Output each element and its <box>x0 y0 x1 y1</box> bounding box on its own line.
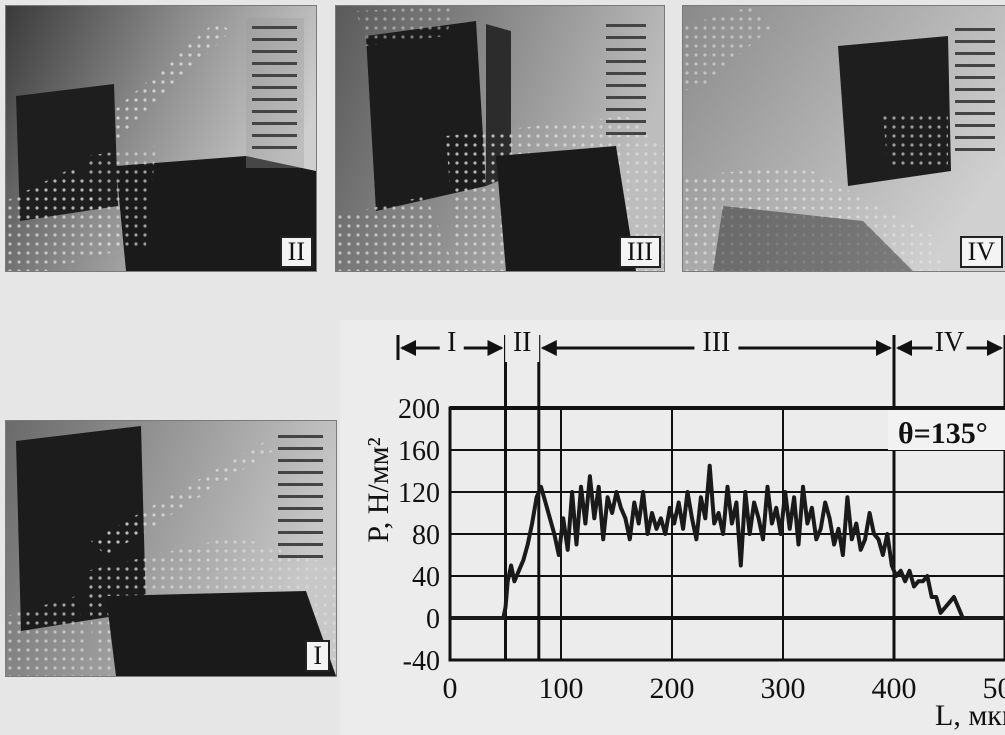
annotation-group: θ=135° <box>888 410 1005 450</box>
x-tick-label-1: 100 <box>539 672 584 705</box>
y-tick-label-3: 80 <box>412 520 440 551</box>
chart-regions: I II III IV <box>396 327 1005 660</box>
panel-i-scene <box>6 421 336 676</box>
region-label-0: I <box>447 327 456 358</box>
x-tick-label-4: 400 <box>872 672 917 705</box>
region-label-1: II <box>513 327 532 358</box>
y-tick-label-5: 160 <box>398 436 440 467</box>
region-arrow-left-2 <box>540 340 557 356</box>
panel-iii-label: III <box>619 236 661 268</box>
region-arrow-left-0 <box>400 340 416 356</box>
y-tick-label-2: 40 <box>412 562 440 593</box>
x-tick-label-3: 300 <box>761 672 806 705</box>
panel-ii-image: II <box>5 5 317 272</box>
y-tick-label-6: 200 <box>398 394 440 425</box>
y-tick-label-4: 120 <box>398 478 440 509</box>
panel-iii-scene <box>336 6 664 271</box>
region-label-bg-3 <box>932 332 967 362</box>
region-arrow-right-3 <box>987 340 1003 356</box>
region-label-bg-0 <box>439 332 464 362</box>
region-arrow-right-0 <box>487 340 504 356</box>
panel-ii-label: II <box>279 236 313 268</box>
angle-annotation: θ=135° <box>898 417 988 450</box>
y-axis-label: P, Н/мм² <box>362 437 395 542</box>
panel-iv-label: IV <box>959 236 1003 268</box>
region-arrow-left-3 <box>896 340 912 356</box>
plot-frame <box>448 406 1005 662</box>
y-tick-label-0: -40 <box>403 646 440 677</box>
region-label-bg-2 <box>694 332 739 362</box>
panel-iv-image: IV <box>682 5 1005 272</box>
region-label-bg-1 <box>505 332 540 362</box>
y-tick-label-1: 0 <box>426 604 440 635</box>
panel-iii-image: III <box>335 5 665 272</box>
panel-iv-scene <box>683 6 1005 271</box>
panel-i-image: I <box>5 420 337 677</box>
panel-i-label: I <box>305 640 330 672</box>
region-label-3: IV <box>935 327 965 358</box>
x-tick-label-2: 200 <box>650 672 695 705</box>
region-label-2: III <box>702 327 730 358</box>
region-arrow-right-2 <box>876 340 892 356</box>
panel-ii-scene <box>6 6 316 271</box>
x-tick-label-0: 0 <box>443 672 458 705</box>
series-line <box>450 463 1005 620</box>
x-axis-label: L, мкм <box>935 699 1005 732</box>
x-tick-label-5: 500 <box>983 672 1005 705</box>
